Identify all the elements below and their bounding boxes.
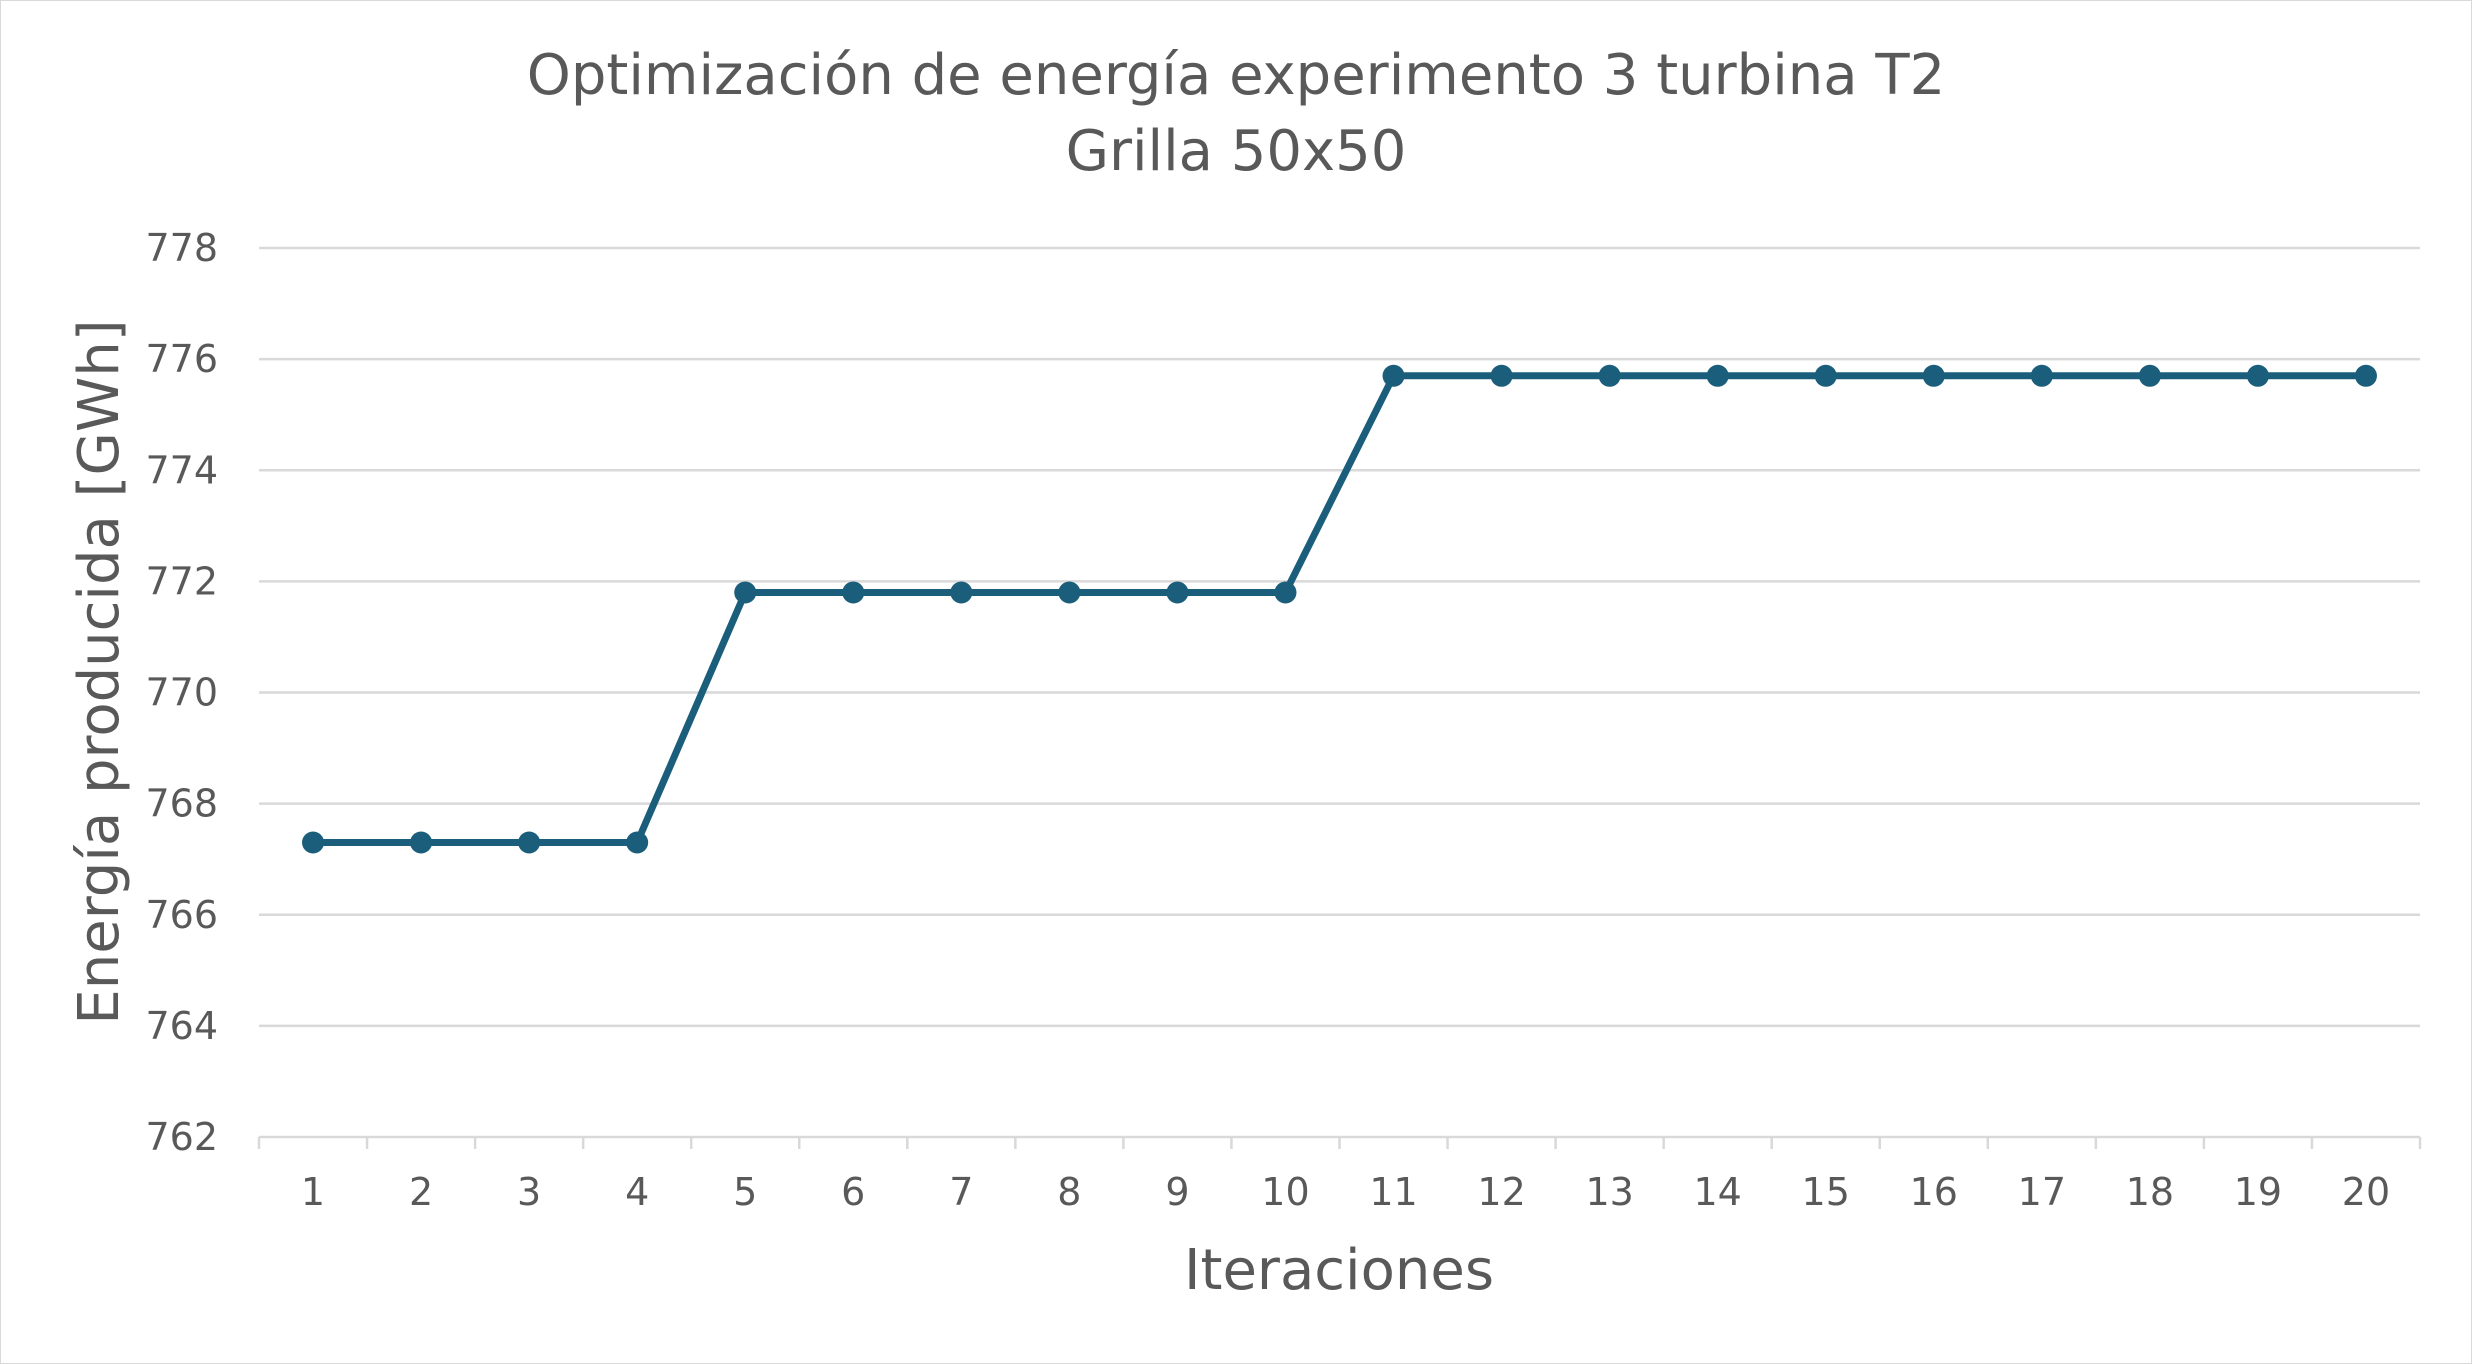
y-tick-label: 770: [145, 671, 218, 715]
data-point: [410, 831, 433, 854]
data-point: [1058, 581, 1081, 604]
data-point: [2354, 364, 2377, 387]
data-point: [626, 831, 649, 854]
series-line: [309, 372, 2370, 847]
x-axis: [257, 1135, 2422, 1149]
x-tick-label: 19: [2234, 1170, 2282, 1214]
y-tick-label: 768: [145, 782, 218, 826]
chart-title-line-2: Grilla 50x50: [1065, 119, 1407, 184]
data-point: [1382, 364, 1405, 387]
x-tick-label: 1: [301, 1170, 325, 1214]
data-point: [1922, 364, 1945, 387]
data-point: [1166, 581, 1189, 604]
x-tick-label: 15: [1802, 1170, 1850, 1214]
data-point: [1598, 364, 1621, 387]
y-tick-label: 776: [145, 337, 218, 381]
x-tick-label: 6: [841, 1170, 865, 1214]
y-axis-title: Energía producida [GWh]: [67, 319, 132, 1024]
chart-title-line-1: Optimización de energía experimento 3 tu…: [526, 43, 1946, 108]
x-tick-label: 2: [409, 1170, 433, 1214]
x-tick-label: 17: [2018, 1170, 2066, 1214]
y-tick-label: 778: [145, 226, 218, 270]
series: [302, 364, 2377, 854]
data-point: [2138, 364, 2161, 387]
y-tick-label: 774: [145, 448, 218, 492]
data-point: [518, 831, 541, 854]
x-tick-label: 12: [1477, 1170, 1525, 1214]
data-point: [734, 581, 757, 604]
y-axis-tick-labels: 762 764 766 768 770 772 774 776 778: [145, 226, 218, 1159]
x-tick-label: 9: [1165, 1170, 1189, 1214]
x-tick-label: 10: [1261, 1170, 1309, 1214]
data-point: [2246, 364, 2269, 387]
data-point: [842, 581, 865, 604]
x-tick-label: 13: [1585, 1170, 1633, 1214]
x-tick-label: 18: [2126, 1170, 2174, 1214]
data-point: [1814, 364, 1837, 387]
data-point: [950, 581, 973, 604]
y-tick-label: 764: [145, 1004, 218, 1048]
y-tick-label: 766: [145, 893, 218, 937]
x-axis-title: Iteraciones: [1184, 1238, 1494, 1303]
data-point: [302, 831, 325, 854]
data-point: [1490, 364, 1513, 387]
x-axis-tick-labels: 1 2 3 4 5 6 7 8 9 10 11 12 13 14 15 16 17 18 19 20: [301, 1170, 2390, 1214]
y-tick-label: 772: [145, 559, 218, 603]
data-point: [1706, 364, 1729, 387]
x-tick-label: 16: [1910, 1170, 1958, 1214]
x-tick-label: 8: [1057, 1170, 1081, 1214]
x-tick-label: 3: [517, 1170, 541, 1214]
x-tick-label: 7: [949, 1170, 973, 1214]
x-tick-label: 11: [1369, 1170, 1417, 1214]
y-tick-label: 762: [145, 1115, 218, 1159]
gridlines: [259, 246, 2420, 1028]
data-point: [2030, 364, 2053, 387]
x-tick-label: 4: [625, 1170, 649, 1214]
x-tick-label: 5: [733, 1170, 757, 1214]
x-tick-label: 20: [2342, 1170, 2390, 1214]
x-tick-label: 14: [1693, 1170, 1741, 1214]
chart-title: Optimización de energía experimento 3 tu…: [0, 38, 2472, 190]
data-point: [1274, 581, 1297, 604]
